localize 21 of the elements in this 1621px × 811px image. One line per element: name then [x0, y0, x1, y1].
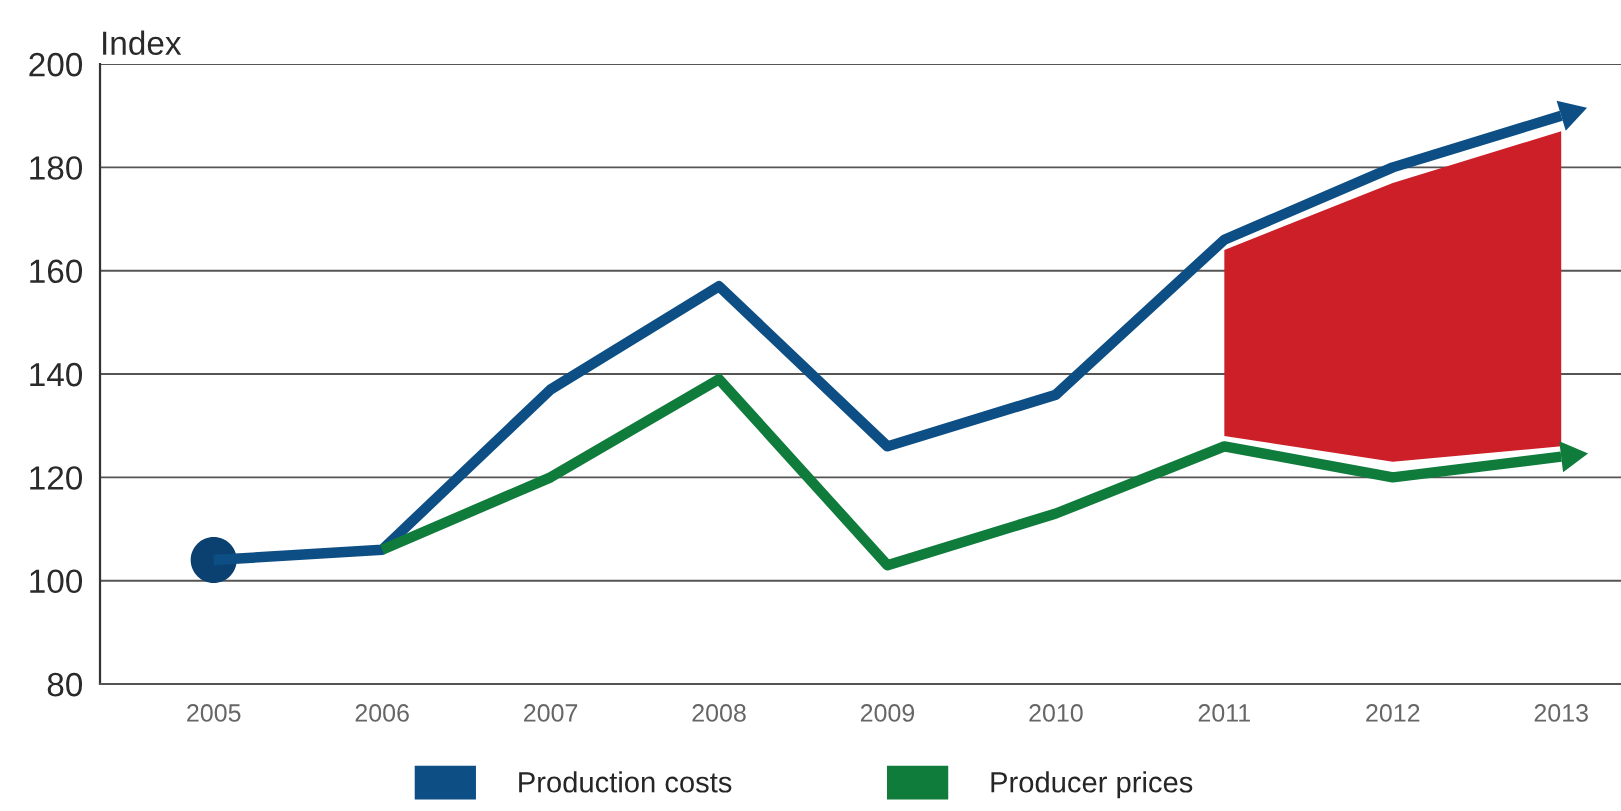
- y-tick-label: 180: [30, 156, 83, 180]
- point: [1556, 101, 1587, 131]
- legend-label: Producer prices: [991, 771, 1193, 799]
- x-tick-label: 2007: [524, 704, 578, 722]
- x-tick-label: 2005: [187, 704, 241, 722]
- x-tick-label: 2008: [692, 704, 746, 722]
- x-tick-label: 2009: [860, 704, 915, 722]
- x-tick-label: 2011: [1198, 704, 1250, 722]
- y-tick-label: 140: [30, 362, 83, 387]
- x-tick-label: 2006: [355, 704, 409, 722]
- y-tick-label: 80: [47, 672, 83, 697]
- y-tick-label: 160: [30, 259, 83, 284]
- y-tick-label: 100: [30, 569, 83, 594]
- y-tick-label: 200: [29, 52, 83, 77]
- x-tick-label: 2013: [1534, 704, 1588, 722]
- point: [1559, 441, 1588, 472]
- y-axis-title: Index: [103, 30, 182, 55]
- x-tick-label: 2012: [1366, 704, 1420, 722]
- legend-label: Production costs: [519, 771, 732, 793]
- y-tick-label: 120: [30, 466, 83, 490]
- x-tick-label: 2010: [1029, 704, 1083, 722]
